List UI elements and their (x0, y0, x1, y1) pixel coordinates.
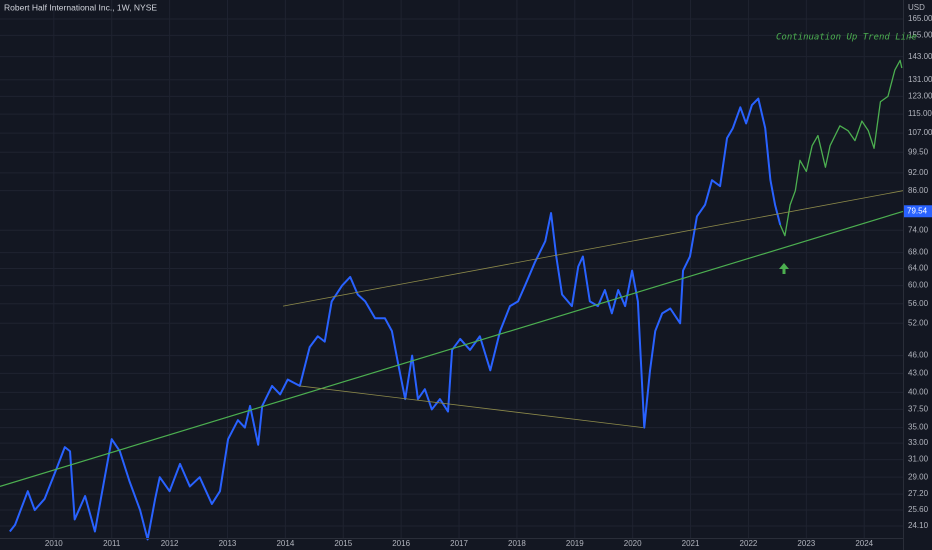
y-tick-label: 56.00 (908, 299, 929, 308)
grid (0, 0, 903, 538)
x-tick-label: 2017 (450, 539, 468, 548)
x-tick-label: 2019 (566, 539, 584, 548)
x-tick-label: 2015 (334, 539, 352, 548)
y-tick-label: 86.00 (908, 186, 929, 195)
y-tick-label: 107.00 (908, 128, 932, 137)
y-tick-label: 92.00 (908, 168, 929, 177)
axis-label: USD (908, 3, 925, 12)
x-tick-label: 2021 (682, 539, 700, 548)
y-tick-label: 115.00 (908, 109, 932, 118)
y-tick-label: 143.00 (908, 52, 932, 61)
x-tick-label: 2013 (219, 539, 237, 548)
y-tick-label: 27.20 (908, 489, 929, 498)
x-tick-label: 2020 (624, 539, 642, 548)
y-tick-label: 43.00 (908, 368, 929, 377)
y-tick-label: 40.00 (908, 388, 929, 397)
y-tick-label: 52.00 (908, 318, 929, 327)
y-tick-label: 29.00 (908, 472, 929, 481)
y-tick-label: 155.00 (908, 31, 932, 40)
y-tick-label: 131.00 (908, 75, 932, 84)
x-tick-label: 2011 (103, 539, 121, 548)
y-tick-label: 123.00 (908, 91, 932, 100)
y-tick-label: 60.00 (908, 281, 929, 290)
y-tick-label: 64.00 (908, 264, 929, 273)
plot (0, 59, 904, 541)
y-tick-label: 25.60 (908, 505, 929, 514)
line-series (779, 59, 903, 237)
x-tick-label: 2024 (855, 539, 873, 548)
x-tick-label: 2023 (797, 539, 815, 548)
x-tick-label: 2012 (161, 539, 179, 548)
y-tick-label: 165.00 (908, 14, 932, 23)
x-tick-label: 2010 (45, 539, 63, 548)
y-tick-label: 46.00 (908, 351, 929, 360)
x-tick-label: 2016 (392, 539, 410, 548)
y-tick-label: 33.00 (908, 438, 929, 447)
line-series (299, 385, 644, 429)
y-tick-label: 68.00 (908, 248, 929, 257)
x-tick-label: 2018 (508, 539, 526, 548)
y-tick-label: 99.50 (908, 147, 929, 156)
price-label-box (904, 205, 932, 218)
line-series (9, 97, 782, 541)
y-tick-label: 31.00 (908, 455, 929, 464)
y-tick-label: 35.00 (908, 423, 929, 432)
line-series (0, 210, 904, 488)
x-tick-label: 2014 (276, 539, 294, 548)
y-tick-label: 37.50 (908, 405, 929, 414)
annotation: Continuation Up Trend Line (776, 33, 917, 43)
axes: 24.10 25.60 27.20 29.00 31.00 33.00 35.00 37.50… (45, 14, 932, 548)
chart-title: Robert Half International Inc., 1W, NYSE (4, 2, 157, 12)
x-tick-label: 2022 (740, 539, 758, 548)
arrow (779, 263, 789, 274)
price-label: 79.54 (907, 206, 928, 215)
y-tick-label: 24.10 (908, 521, 929, 530)
y-tick-label: 74.00 (908, 225, 929, 234)
line-series (282, 190, 904, 307)
